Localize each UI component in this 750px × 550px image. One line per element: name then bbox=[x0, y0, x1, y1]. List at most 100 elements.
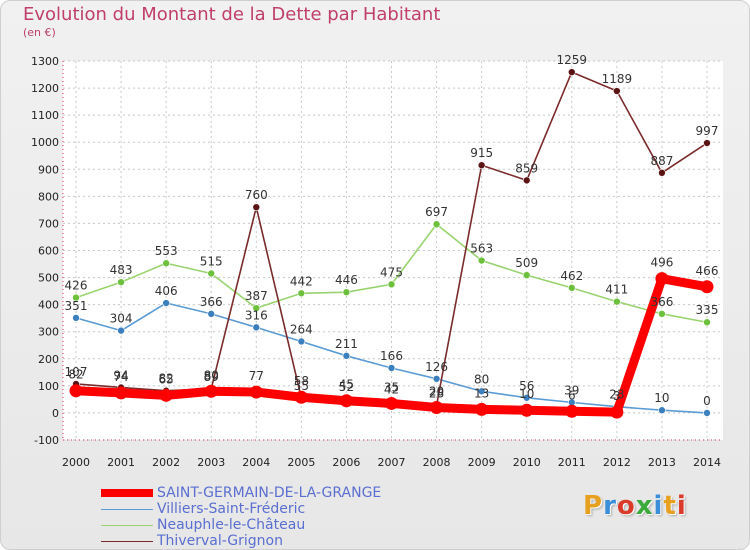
data-label: 10 bbox=[519, 387, 534, 401]
legend-swatch bbox=[101, 541, 153, 542]
data-point bbox=[700, 280, 714, 294]
data-label: 1259 bbox=[557, 53, 588, 67]
x-tick-label: 2002 bbox=[152, 456, 180, 469]
data-label: 553 bbox=[155, 244, 178, 258]
legend-label: Neauphle-le-Château bbox=[157, 517, 306, 533]
data-label: 55 bbox=[294, 379, 309, 393]
y-tick-label: -100 bbox=[34, 434, 59, 447]
data-label: 406 bbox=[155, 284, 178, 298]
proxiti-logo: Proxiti bbox=[583, 491, 687, 521]
data-label: 82 bbox=[68, 368, 83, 382]
data-label: 211 bbox=[335, 337, 358, 351]
y-tick-label: 700 bbox=[38, 217, 59, 230]
y-tick-label: 0 bbox=[52, 407, 59, 420]
legend-label: Thiverval-Grignon bbox=[157, 533, 283, 549]
data-label: 366 bbox=[650, 295, 673, 309]
y-tick-label: 500 bbox=[38, 272, 59, 285]
data-point bbox=[117, 326, 125, 335]
data-point bbox=[658, 310, 666, 318]
y-tick-label: 200 bbox=[38, 353, 59, 366]
data-label: 351 bbox=[65, 299, 88, 313]
data-label: 166 bbox=[380, 349, 403, 363]
data-label: 65 bbox=[159, 372, 174, 386]
data-label: 442 bbox=[290, 274, 313, 288]
data-point bbox=[658, 406, 666, 415]
x-tick-label: 2004 bbox=[242, 456, 270, 469]
x-tick-label: 2010 bbox=[513, 456, 541, 469]
data-label: 887 bbox=[650, 154, 673, 168]
data-point bbox=[207, 269, 216, 278]
data-label: 58 bbox=[294, 374, 309, 388]
data-point bbox=[297, 337, 306, 346]
x-tick-label: 2013 bbox=[648, 456, 676, 469]
logo-letter: i bbox=[676, 491, 687, 521]
x-tick-label: 2009 bbox=[468, 456, 496, 469]
data-label: 915 bbox=[470, 146, 493, 160]
data-point bbox=[522, 271, 531, 279]
data-point bbox=[72, 293, 80, 302]
data-label: 74 bbox=[113, 370, 128, 384]
data-point bbox=[477, 256, 486, 265]
data-point bbox=[432, 220, 441, 229]
title-block: Evolution du Montant de la Dette par Hab… bbox=[23, 4, 440, 39]
data-point bbox=[249, 385, 263, 399]
data-label: 77 bbox=[249, 369, 264, 383]
data-point bbox=[162, 259, 170, 268]
legend-label: SAINT-GERMAIN-DE-LA-GRANGE bbox=[157, 485, 382, 501]
data-label: 10 bbox=[654, 391, 669, 405]
data-label: 446 bbox=[335, 273, 358, 287]
x-tick-label: 2014 bbox=[693, 456, 721, 469]
data-label: 82 bbox=[159, 372, 174, 386]
data-point bbox=[703, 318, 711, 327]
logo-letter: o bbox=[616, 491, 636, 521]
data-label: 45 bbox=[339, 378, 354, 392]
data-label: 335 bbox=[696, 303, 719, 317]
data-label: 483 bbox=[110, 263, 133, 277]
data-point bbox=[339, 394, 353, 408]
legend-swatch bbox=[101, 489, 153, 497]
data-label: 387 bbox=[245, 289, 268, 303]
data-point bbox=[204, 384, 218, 398]
data-label: 859 bbox=[515, 161, 538, 175]
data-point bbox=[252, 304, 261, 312]
legend-swatch bbox=[101, 525, 153, 526]
data-label: 0 bbox=[703, 394, 711, 408]
y-tick-label: 1000 bbox=[31, 136, 59, 149]
data-point bbox=[252, 203, 261, 211]
data-point bbox=[294, 390, 308, 404]
data-label: 28 bbox=[429, 386, 444, 400]
data-point bbox=[117, 278, 125, 286]
logo-letter: x bbox=[635, 491, 654, 521]
data-point bbox=[613, 297, 621, 306]
data-point bbox=[162, 299, 170, 307]
data-label: 366 bbox=[200, 295, 223, 309]
logo-letter: P bbox=[583, 491, 604, 521]
data-label: 760 bbox=[245, 188, 268, 202]
data-label: 126 bbox=[425, 360, 448, 374]
data-point bbox=[114, 386, 128, 400]
data-label: 304 bbox=[110, 312, 133, 326]
data-point bbox=[477, 161, 486, 170]
y-tick-label: 1300 bbox=[31, 55, 59, 68]
data-label: 13 bbox=[474, 386, 489, 400]
data-point bbox=[69, 384, 83, 398]
x-tick-label: 2005 bbox=[287, 456, 315, 469]
y-tick-label: 1100 bbox=[31, 109, 59, 122]
data-point bbox=[385, 396, 398, 410]
data-label: 316 bbox=[245, 308, 268, 322]
logo-letter: i bbox=[653, 491, 664, 521]
data-label: 997 bbox=[696, 124, 719, 138]
data-label: 20 bbox=[429, 385, 444, 399]
data-label: 411 bbox=[605, 283, 628, 297]
data-label: 56 bbox=[519, 379, 534, 393]
data-label: 466 bbox=[696, 264, 719, 278]
data-point bbox=[567, 284, 576, 292]
data-label: 426 bbox=[65, 279, 88, 293]
data-point bbox=[387, 364, 396, 372]
x-tick-label: 2008 bbox=[423, 456, 451, 469]
data-label: 42 bbox=[384, 383, 399, 397]
x-tick-label: 2001 bbox=[107, 456, 135, 469]
data-label: 462 bbox=[560, 269, 583, 283]
